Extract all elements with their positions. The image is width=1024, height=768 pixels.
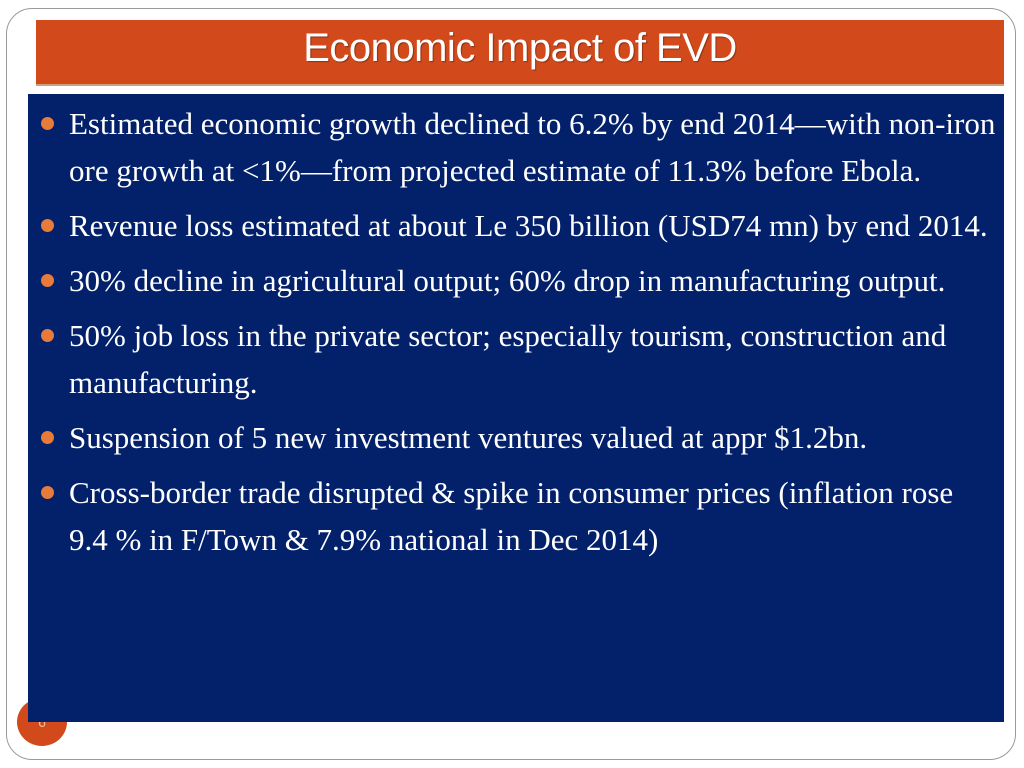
content-box: Estimated economic growth declined to 6.… [28,94,1004,722]
bullet-dot-icon [41,431,54,444]
bullet-dot-icon [41,329,54,342]
bullet-item-jobs: 50% job loss in the private sector; espe… [28,312,1004,406]
bullet-list: Estimated economic growth declined to 6.… [28,100,1004,571]
bullet-text: 50% job loss in the private sector; espe… [69,318,947,400]
bullet-text: Cross-border trade disrupted & spike in … [69,475,954,557]
bullet-item-investment: Suspension of 5 new investment ventures … [28,414,1004,461]
bullet-text: Estimated economic growth declined to 6.… [69,106,996,188]
bullet-item-revenue: Revenue loss estimated at about Le 350 b… [28,202,1004,249]
bullet-dot-icon [41,274,54,287]
bullet-dot-icon [41,486,54,499]
title-bar: Economic Impact of EVD [36,20,1004,86]
bullet-item-growth: Estimated economic growth declined to 6.… [28,100,1004,194]
bullet-item-trade: Cross-border trade disrupted & spike in … [28,469,1004,563]
bullet-text: Revenue loss estimated at about Le 350 b… [69,208,988,243]
bullet-text: 30% decline in agricultural output; 60% … [69,263,946,298]
bullet-text: Suspension of 5 new investment ventures … [69,420,868,455]
bullet-dot-icon [41,219,54,232]
page-number: 6 [38,714,46,730]
bullet-dot-icon [41,117,54,130]
bullet-item-output: 30% decline in agricultural output; 60% … [28,257,1004,304]
slide-title: Economic Impact of EVD [303,25,737,70]
